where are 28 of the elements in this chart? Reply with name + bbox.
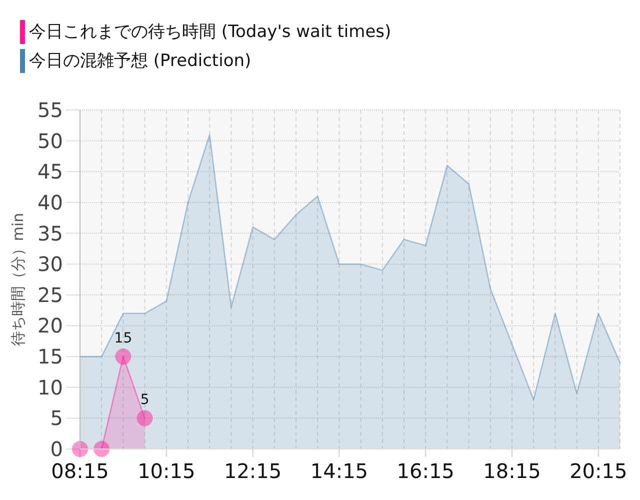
legend-label: 今日の混雑予想 (Prediction) <box>29 51 252 71</box>
x-tick-label: 12:15 <box>224 459 282 483</box>
y-tick-label: 40 <box>38 190 63 214</box>
y-tick-label: 25 <box>38 282 63 307</box>
y-tick-label: 35 <box>38 221 63 246</box>
data-label: 15 <box>114 330 132 347</box>
x-tick-label: 14:15 <box>310 459 368 483</box>
x-tick-label: 20:15 <box>570 459 628 483</box>
data-label: 5 <box>140 392 150 408</box>
x-tick-label: 10:15 <box>138 459 196 483</box>
y-tick-label: 50 <box>38 128 63 153</box>
y-tick-label: 0 <box>50 437 63 461</box>
x-tick-label: 16:15 <box>396 459 454 483</box>
y-axis-title: 待ち時間（分）min <box>9 212 27 346</box>
point <box>94 441 110 457</box>
y-tick-label: 15 <box>38 344 63 369</box>
point <box>72 441 88 457</box>
point <box>115 348 132 365</box>
y-tick-label: 5 <box>50 406 63 430</box>
y-tick-label: 20 <box>38 314 63 338</box>
legend-label: 今日これまでの待ち時間 (Today's wait times) <box>29 22 392 42</box>
y-tick-label: 30 <box>38 252 63 276</box>
point <box>136 410 153 426</box>
x-tick-label: 08:15 <box>51 459 109 483</box>
y-tick-label: 45 <box>38 160 63 184</box>
y-tick-label: 55 <box>38 98 63 122</box>
y-tick-label: 10 <box>38 375 63 400</box>
x-tick-label: 18:15 <box>483 459 541 483</box>
